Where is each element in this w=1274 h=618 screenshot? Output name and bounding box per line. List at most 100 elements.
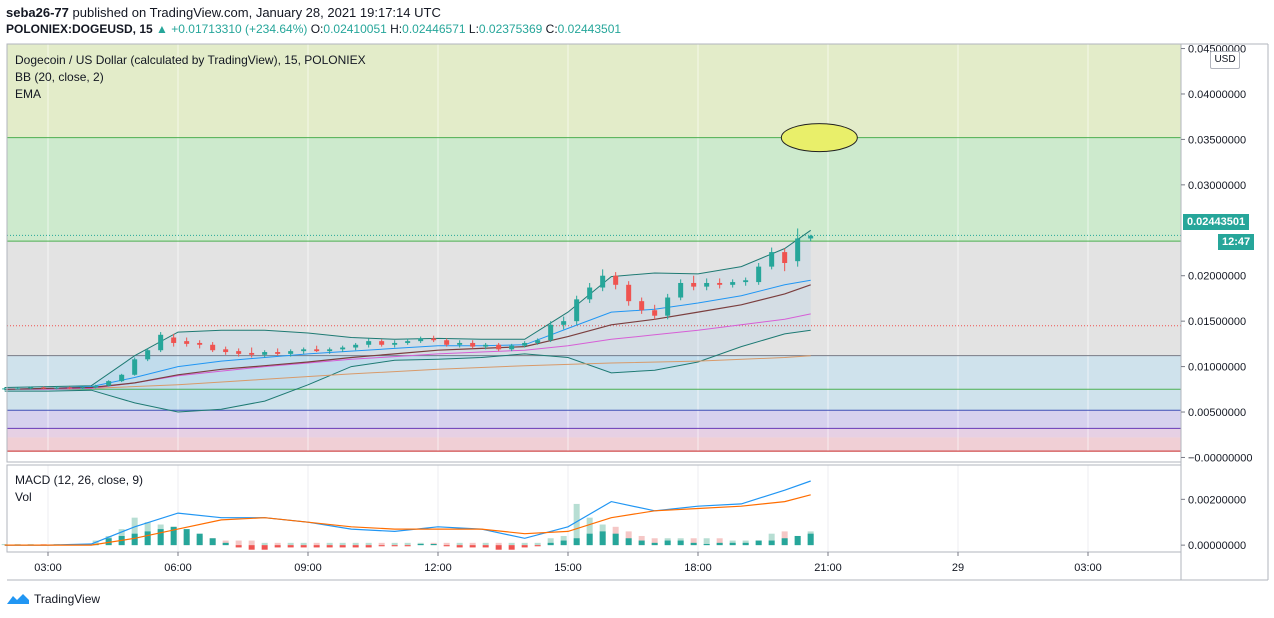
candle-body-21 — [275, 352, 281, 354]
candle-body-34 — [444, 340, 450, 345]
bb-lower-line — [4, 329, 811, 413]
candle-body-48 — [626, 284, 632, 302]
volume-bar-0 — [1, 543, 8, 546]
legend-vol[interactable]: Vol — [15, 490, 32, 504]
macd-hist-bar-23 — [391, 545, 398, 547]
macd-hist-bar-44 — [664, 540, 671, 546]
macd-hist-bar-9 — [209, 538, 216, 546]
macd-series-1 — [4, 494, 811, 546]
volume-bar-60 — [781, 531, 788, 546]
macd-hist-bar-51 — [755, 540, 762, 546]
candle-body-54 — [704, 282, 710, 287]
sub-pane-border — [6, 464, 1182, 553]
candle-body-17 — [223, 349, 229, 353]
volume-bar-30 — [391, 542, 398, 546]
macd-hist-bar-1 — [105, 538, 112, 546]
ohlc-close-value: 0.02443501 — [557, 22, 622, 36]
last-price-label: 0.02443501 — [1183, 214, 1250, 230]
candle-body-31 — [405, 341, 411, 343]
currency-button[interactable]: USD — [1210, 51, 1240, 69]
candle-body-42 — [548, 324, 554, 341]
volume-bar-18 — [235, 540, 242, 546]
macd-hist-bar-21 — [365, 545, 372, 548]
macd-hist-bar-52 — [768, 540, 775, 546]
legend-macd[interactable]: MACD (12, 26, close, 9) — [15, 473, 144, 487]
candle-body-7 — [93, 385, 99, 388]
volume-bar-29 — [378, 542, 385, 546]
legend-bb[interactable]: BB (20, close, 2) — [15, 70, 104, 84]
y-tick-label-5: 0.02000000 — [1188, 271, 1246, 283]
macd-hist-bar-31 — [495, 545, 502, 550]
x-tick-label-6: 21:00 — [814, 562, 842, 574]
ohlc-open-key: O: — [310, 22, 324, 36]
macd-hist-bar-15 — [287, 545, 294, 548]
candle-body-19 — [249, 352, 255, 355]
legend-title: Dogecoin / US Dollar (calculated by Trad… — [15, 53, 366, 67]
volume-bar-59 — [768, 533, 775, 546]
zone-6 — [7, 437, 1181, 452]
macd-hist-bar-45 — [677, 540, 684, 546]
macd-hist-bar-24 — [404, 545, 411, 547]
ema-fast-line — [4, 279, 811, 390]
candle-body-37 — [483, 344, 489, 347]
candle-body-18 — [236, 351, 242, 354]
footer-brand[interactable]: TradingView — [6, 592, 100, 606]
macd-hist-bar-37 — [573, 538, 580, 546]
macd-hist-bar-30 — [482, 545, 489, 548]
macd-hist-bar-28 — [456, 545, 463, 548]
x-tick-label-4: 15:00 — [554, 562, 582, 574]
symbol-name: POLONIEX:DOGEUSD, 15 — [6, 22, 153, 36]
volume-bar-27 — [352, 542, 359, 546]
candle-body-60 — [782, 252, 788, 263]
macd-hist-bar-14 — [274, 545, 281, 548]
candle-body-36 — [470, 342, 476, 347]
macd-hist-bar-25 — [417, 543, 424, 546]
candle-body-24 — [314, 349, 320, 352]
macd-hist-bar-38 — [586, 533, 593, 546]
candle-body-35 — [457, 342, 463, 345]
volume-bar-42 — [547, 538, 554, 546]
published-text: published on TradingView.com, January 28… — [68, 5, 441, 20]
volume-bar-38 — [495, 542, 502, 546]
macd-series-0 — [4, 480, 811, 546]
candle-body-22 — [288, 351, 294, 354]
ohlc-close-key: C: — [545, 22, 558, 36]
volume-bar-39 — [508, 542, 515, 546]
volume-bar-28 — [365, 542, 372, 546]
candle-body-52 — [678, 282, 684, 298]
zone-0 — [7, 44, 1181, 138]
volume-bar-25 — [326, 542, 333, 546]
candle-body-28 — [366, 341, 372, 345]
x-tick-label-0: 03:00 — [34, 562, 62, 574]
publish-line: seba26-77 published on TradingView.com, … — [6, 5, 441, 20]
y-tick-label-2: 0.03500000 — [1188, 134, 1246, 146]
volume-bar-57 — [742, 540, 749, 546]
volume-bar-19 — [248, 540, 255, 546]
candle-body-62 — [808, 235, 814, 239]
publisher-user[interactable]: seba26-77 — [6, 5, 69, 20]
macd-hist-bar-13 — [261, 545, 268, 550]
candle-body-45 — [587, 287, 593, 300]
candle-body-57 — [743, 280, 749, 283]
footer-brand-label: TradingView — [34, 592, 101, 606]
candle-body-47 — [613, 275, 619, 285]
volume-bar-24 — [313, 542, 320, 546]
zone-2 — [7, 241, 1181, 356]
macd-hist-bar-5 — [157, 529, 164, 546]
macd-hist-bar-12 — [248, 545, 255, 550]
candle-body-59 — [769, 252, 775, 267]
macd-hist-bar-50 — [742, 542, 749, 546]
x-tick-label-8: 03:00 — [1074, 562, 1102, 574]
candle-body-61 — [795, 238, 801, 262]
macd-hist-bar-26 — [430, 543, 437, 546]
macd-hist-bar-42 — [638, 540, 645, 546]
volume-bar-23 — [300, 542, 307, 546]
legend-ema[interactable]: EMA — [15, 87, 42, 101]
macd-hist-bar-35 — [547, 542, 554, 546]
candle-body-30 — [392, 342, 398, 345]
candle-body-10 — [132, 359, 138, 375]
macd-hist-bar-33 — [521, 545, 528, 548]
volume-bar-56 — [729, 540, 736, 546]
macd-hist-bar-48 — [716, 542, 723, 546]
